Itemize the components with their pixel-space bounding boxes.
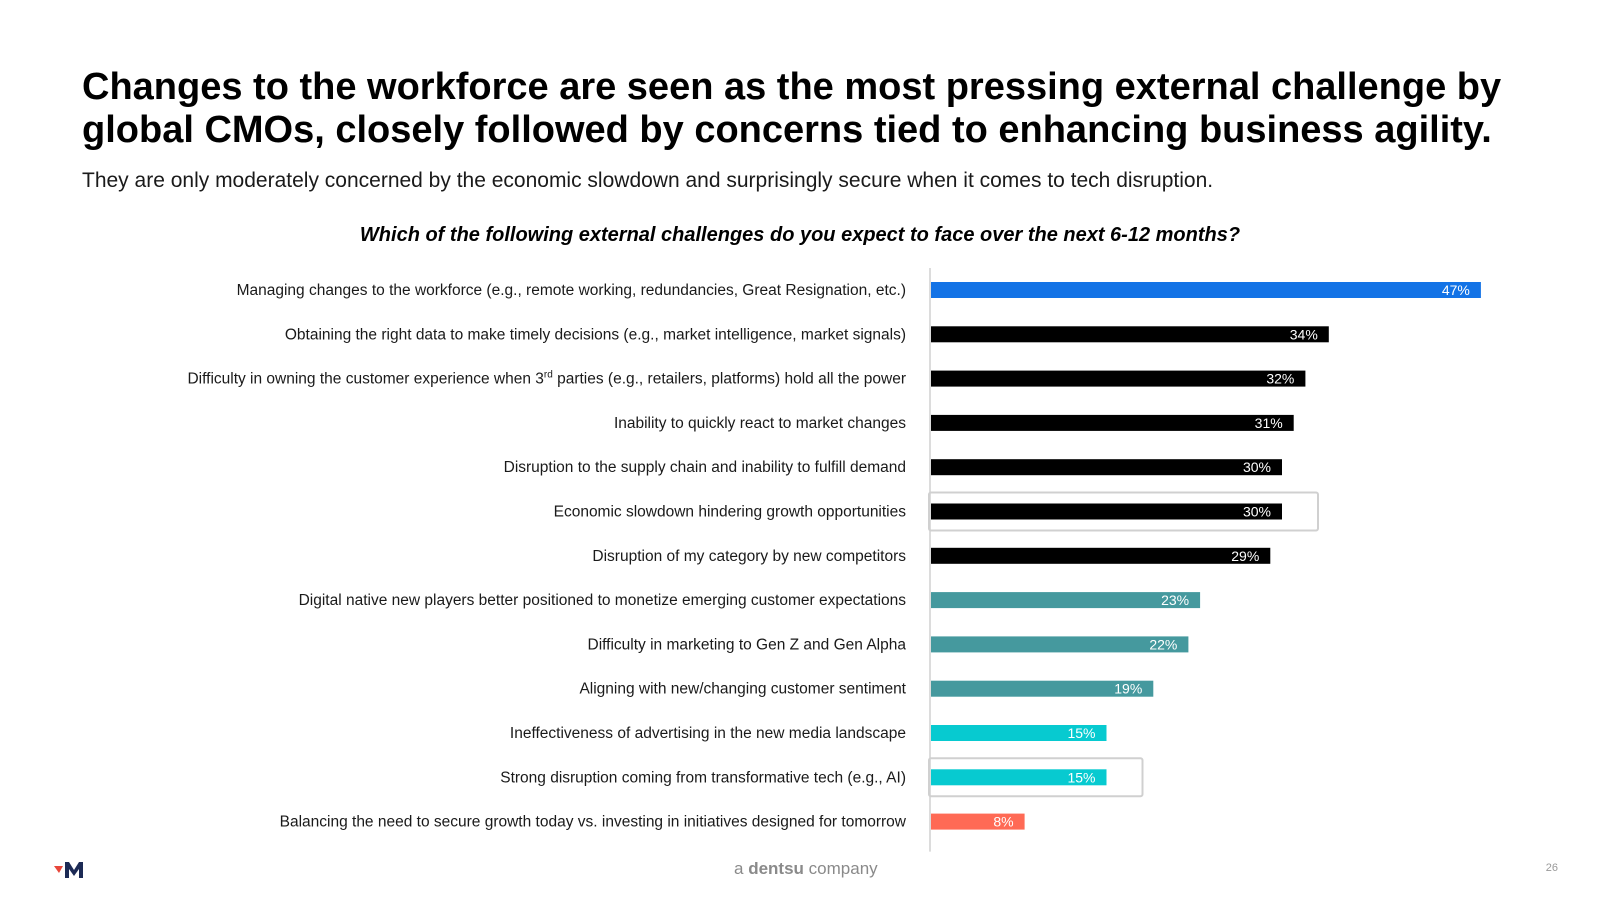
value-label: 47% [1442,282,1470,298]
bar [931,282,1481,298]
value-label: 19% [1114,681,1142,697]
value-label: 22% [1149,636,1177,652]
bar [931,680,1154,697]
value-label: 32% [1266,371,1294,387]
value-label: 8% [993,814,1013,830]
bar [931,414,1294,431]
category-label: Ineffectiveness of advertising in the ne… [510,725,906,742]
bar [931,636,1189,653]
category-label: Balancing the need to secure growth toda… [280,814,907,831]
category-label: Disruption to the supply chain and inabi… [504,459,906,476]
chart-question: Which of the following external challeng… [359,224,1241,246]
bar [931,547,1271,564]
value-label: 15% [1067,725,1095,741]
value-label: 30% [1243,504,1271,520]
bar [931,370,1306,387]
value-label: 31% [1255,415,1283,431]
bar [931,725,1107,741]
category-label: Digital native new players better positi… [299,592,907,609]
category-label: Aligning with new/changing customer sent… [579,681,906,698]
value-label: 23% [1161,592,1189,608]
highlight-frame [928,491,1319,532]
category-label: Obtaining the right data to make timely … [285,326,906,343]
category-label: Inability to quickly react to market cha… [614,415,906,432]
bar [931,459,1282,476]
value-label: 30% [1243,459,1271,475]
category-label: Difficulty in owning the customer experi… [187,370,906,388]
category-label: Economic slowdown hindering growth oppor… [554,504,907,521]
bar [931,503,1282,520]
bar [931,326,1329,343]
slide-subtitle: They are only moderately concerned by th… [82,169,1214,192]
bar [931,592,1201,609]
category-label: Managing changes to the workforce (e.g.,… [237,282,906,299]
highlight-frame [928,757,1144,798]
category-label: Disruption of my category by new competi… [592,548,906,565]
page-number: 26 [1545,862,1558,874]
merkle-logo-icon [54,858,90,880]
category-label: Strong disruption coming from transforma… [500,769,906,786]
bar [931,769,1107,786]
category-label: Difficulty in marketing to Gen Z and Gen… [588,636,907,653]
bar [931,813,1025,830]
dentsu-brand-mark: a dentsu company [734,859,878,878]
slide-title: Changes to the workforce are seen as the… [82,66,1502,151]
value-label: 34% [1290,326,1318,342]
value-label: 15% [1067,769,1095,785]
value-label: 29% [1231,548,1259,564]
